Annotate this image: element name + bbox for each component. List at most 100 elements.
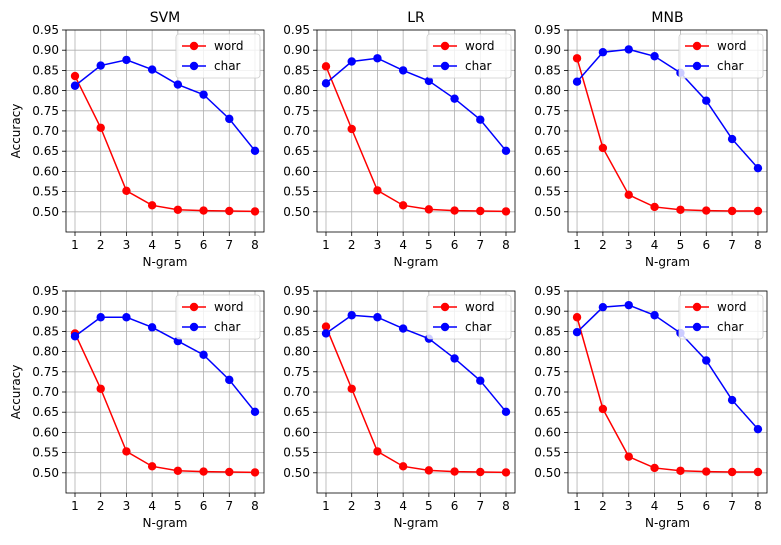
y-tick-label: 0.65: [534, 144, 561, 158]
y-tick-label: 0.60: [534, 164, 561, 178]
y-tick-label: 0.75: [534, 365, 561, 379]
x-tick-label: 5: [677, 238, 685, 252]
data-point-word: [598, 143, 608, 153]
data-point-word: [321, 62, 331, 71]
data-point-word: [676, 466, 685, 475]
series-line-char: [74, 59, 256, 152]
legend-marker-word: [189, 41, 199, 51]
data-point-char: [398, 324, 408, 333]
series-line-char: [576, 304, 759, 430]
x-tick-label: 4: [399, 499, 407, 513]
y-tick-label: 0.55: [283, 185, 310, 199]
x-tick-label: 3: [625, 499, 633, 513]
data-point-char: [753, 424, 763, 434]
data-point-char: [373, 313, 382, 322]
x-tick-label: 5: [174, 238, 182, 252]
y-tick-label: 0.85: [283, 63, 310, 77]
data-point-word: [501, 207, 511, 216]
data-point-char: [373, 54, 382, 63]
legend-marker-word: [189, 302, 199, 312]
series-line-word: [325, 66, 507, 213]
y-tick-label: 0.80: [32, 84, 59, 98]
data-point-word: [321, 322, 331, 331]
y-tick-label: 0.75: [32, 104, 59, 118]
x-tick-label: 6: [451, 238, 459, 252]
data-point-char: [598, 302, 608, 312]
y-axis-label: Accuracy: [9, 365, 23, 420]
legend: word char: [175, 33, 261, 79]
data-point-char: [347, 311, 356, 320]
x-tick-label: 8: [251, 238, 259, 252]
x-axis-label: N-gram: [394, 255, 439, 269]
data-point-word: [424, 205, 434, 214]
legend-marker-char: [189, 322, 199, 332]
y-tick-label: 0.65: [283, 144, 310, 158]
y-tick-label: 0.85: [32, 324, 59, 338]
x-tick-label: 1: [322, 499, 330, 513]
legend-marker-word: [440, 302, 450, 312]
data-point-char: [572, 77, 582, 86]
data-point-char: [96, 313, 105, 322]
data-point-word: [250, 207, 260, 216]
y-tick-label: 0.95: [283, 23, 310, 37]
data-point-word: [96, 123, 105, 132]
y-tick-label: 0.80: [283, 84, 310, 98]
data-point-char: [70, 332, 80, 341]
data-point-char: [321, 79, 331, 88]
data-point-char: [450, 354, 459, 363]
series-line-word: [576, 58, 758, 212]
data-point-char: [501, 407, 511, 416]
data-point-word: [572, 313, 582, 322]
data-point-char: [727, 395, 737, 405]
legend-label-char: char: [214, 59, 241, 73]
data-point-char: [199, 90, 208, 99]
series-line-char: [74, 316, 256, 413]
x-axis-label: N-gram: [645, 516, 690, 530]
x-tick-label: 1: [573, 238, 581, 252]
legend-label-char: char: [465, 59, 492, 73]
x-tick-label: 1: [71, 499, 79, 513]
x-tick-label: 3: [123, 238, 131, 252]
subplot-3: 1 2 3 4 5 6 7 8 0.50 0.55 0.60 0.65 0.70 0.75 0.80 0.85…: [534, 10, 768, 269]
data-point-word: [624, 190, 633, 200]
y-tick-label: 0.70: [32, 385, 59, 399]
y-tick-label: 0.50: [32, 466, 59, 480]
data-point-word: [501, 468, 511, 477]
y-tick-label: 0.80: [283, 345, 310, 359]
y-tick-label: 0.55: [283, 446, 310, 460]
legend-marker-word: [440, 41, 450, 51]
series-line-word: [74, 75, 256, 213]
x-tick-label: 7: [728, 238, 736, 252]
y-tick-label: 0.70: [534, 124, 561, 138]
data-point-word: [347, 384, 356, 393]
y-tick-label: 0.95: [534, 284, 561, 298]
y-tick-label: 0.70: [32, 124, 59, 138]
y-tick-label: 0.80: [534, 345, 561, 359]
data-point-char: [598, 48, 608, 57]
data-point-word: [450, 206, 459, 215]
y-tick-label: 0.75: [32, 365, 59, 379]
y-tick-label: 0.65: [32, 144, 59, 158]
subplot-title: SVM: [150, 10, 181, 26]
legend-label-word: word: [717, 300, 747, 314]
x-tick-label: 4: [651, 499, 659, 513]
data-point-char: [727, 134, 737, 144]
legend-marker-char: [692, 322, 702, 332]
subplot-6: 1 2 3 4 5 6 7 8 0.50 0.55 0.60 0.65 0.70 0.75 0.80 0.85…: [534, 284, 768, 530]
x-tick-label: 8: [754, 238, 762, 252]
x-tick-label: 8: [754, 499, 762, 513]
legend: word char: [426, 294, 512, 340]
data-point-char: [450, 94, 459, 103]
data-point-char: [753, 163, 763, 173]
data-point-word: [650, 463, 659, 473]
x-tick-label: 2: [348, 499, 356, 513]
data-point-word: [476, 206, 485, 216]
y-tick-label: 0.90: [534, 304, 561, 318]
legend-label-word: word: [465, 39, 495, 53]
legend-label-char: char: [717, 59, 744, 73]
x-tick-label: 7: [476, 238, 484, 252]
y-tick-label: 0.85: [534, 63, 561, 77]
y-tick-label: 0.60: [32, 164, 59, 178]
y-tick-label: 0.55: [534, 446, 561, 460]
